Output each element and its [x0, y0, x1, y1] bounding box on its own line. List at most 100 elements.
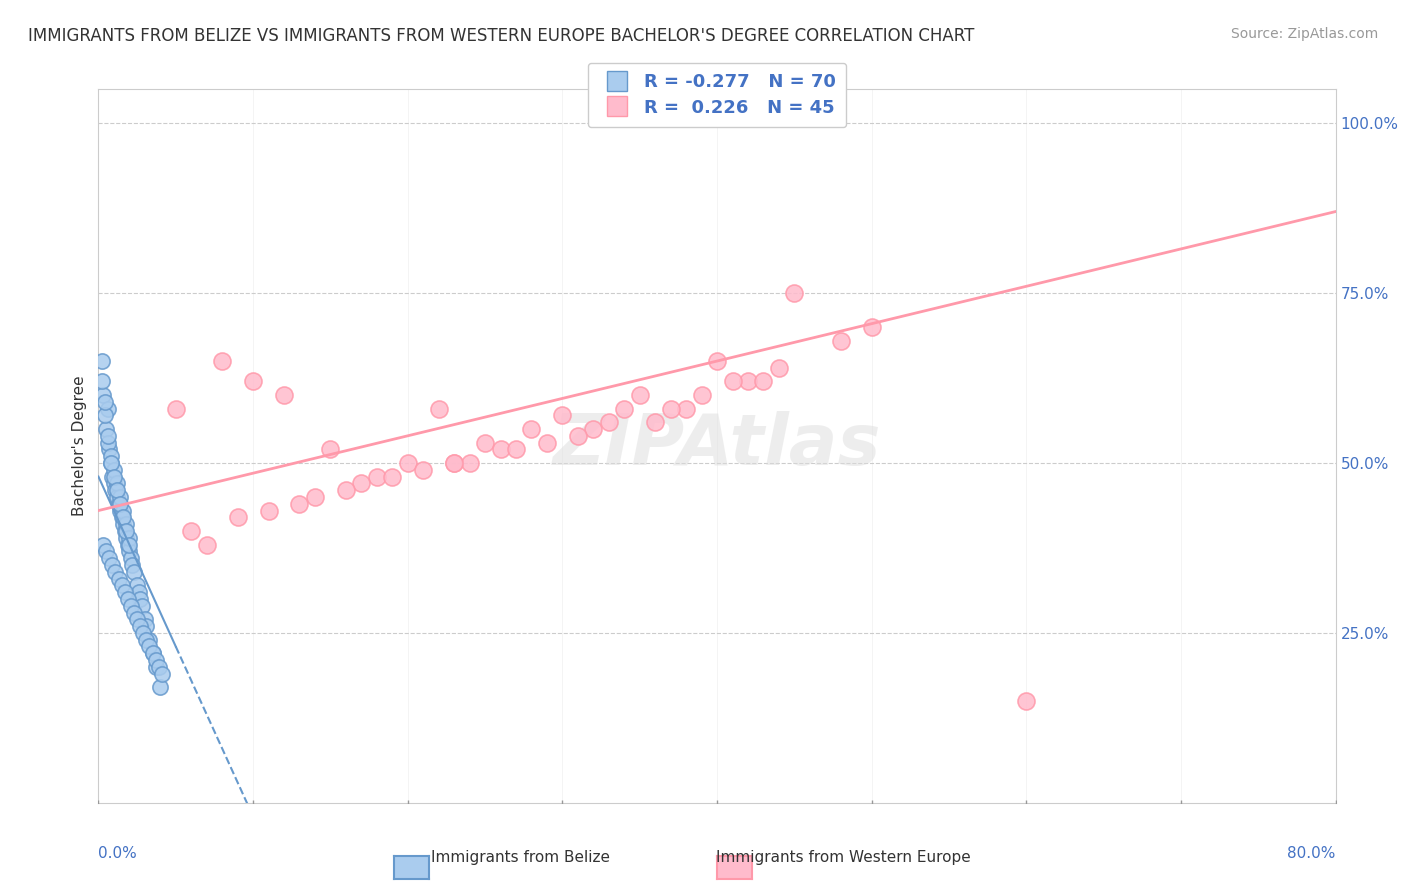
- Point: [112, 510, 135, 524]
- Point: [105, 483, 128, 498]
- Point: [100, 456, 122, 470]
- Point: [489, 442, 512, 457]
- Point: [117, 591, 139, 606]
- Point: [120, 551, 142, 566]
- Point: [582, 422, 605, 436]
- Point: [108, 497, 131, 511]
- Point: [115, 531, 138, 545]
- Text: 80.0%: 80.0%: [1288, 846, 1336, 861]
- Point: [100, 456, 122, 470]
- Point: [114, 524, 136, 538]
- Legend: R = -0.277   N = 70, R =  0.226   N = 45: R = -0.277 N = 70, R = 0.226 N = 45: [588, 62, 846, 128]
- Point: [145, 653, 167, 667]
- Text: ZIPAtlas: ZIPAtlas: [553, 411, 882, 481]
- Point: [536, 435, 558, 450]
- Point: [96, 544, 118, 558]
- Point: [107, 497, 129, 511]
- Point: [105, 490, 128, 504]
- Text: Source: ZipAtlas.com: Source: ZipAtlas.com: [1230, 27, 1378, 41]
- Point: [675, 401, 697, 416]
- Point: [335, 483, 357, 498]
- Point: [101, 469, 124, 483]
- Point: [644, 415, 666, 429]
- Point: [97, 435, 120, 450]
- Point: [104, 565, 127, 579]
- Y-axis label: Bachelor's Degree: Bachelor's Degree: [72, 376, 87, 516]
- Point: [458, 456, 481, 470]
- Point: [226, 510, 249, 524]
- Point: [112, 517, 135, 532]
- Point: [134, 612, 156, 626]
- Point: [659, 401, 682, 416]
- Point: [737, 375, 759, 389]
- Point: [721, 375, 744, 389]
- Point: [97, 429, 120, 443]
- Point: [115, 517, 138, 532]
- Point: [520, 422, 543, 436]
- Point: [103, 469, 125, 483]
- Point: [108, 490, 131, 504]
- Point: [105, 476, 128, 491]
- Point: [131, 599, 153, 613]
- Point: [103, 476, 125, 491]
- Point: [427, 401, 450, 416]
- Point: [273, 388, 295, 402]
- Point: [118, 544, 141, 558]
- Point: [138, 632, 160, 647]
- Point: [132, 626, 155, 640]
- Point: [195, 537, 218, 551]
- Point: [93, 394, 115, 409]
- Point: [366, 469, 388, 483]
- Point: [112, 503, 135, 517]
- Point: [114, 585, 136, 599]
- Point: [165, 401, 187, 416]
- Point: [860, 320, 883, 334]
- Point: [783, 286, 806, 301]
- Text: Immigrants from Western Europe: Immigrants from Western Europe: [716, 850, 972, 865]
- Point: [350, 476, 373, 491]
- Point: [138, 640, 160, 654]
- Text: IMMIGRANTS FROM BELIZE VS IMMIGRANTS FROM WESTERN EUROPE BACHELOR'S DEGREE CORRE: IMMIGRANTS FROM BELIZE VS IMMIGRANTS FRO…: [28, 27, 974, 45]
- Point: [91, 537, 114, 551]
- Point: [142, 646, 165, 660]
- Point: [122, 565, 145, 579]
- Point: [97, 401, 120, 416]
- Point: [107, 572, 129, 586]
- Point: [288, 497, 311, 511]
- Point: [396, 456, 419, 470]
- Point: [142, 646, 165, 660]
- Point: [90, 354, 112, 368]
- Point: [111, 510, 134, 524]
- Point: [381, 469, 404, 483]
- Point: [101, 558, 124, 572]
- Point: [90, 375, 112, 389]
- Point: [412, 463, 434, 477]
- Point: [98, 551, 121, 566]
- Point: [100, 449, 122, 463]
- Point: [443, 456, 465, 470]
- Point: [127, 578, 149, 592]
- Point: [91, 388, 114, 402]
- Point: [103, 463, 125, 477]
- Point: [474, 435, 496, 450]
- Point: [505, 442, 527, 457]
- Point: [768, 360, 790, 375]
- Point: [135, 619, 157, 633]
- Point: [613, 401, 636, 416]
- Point: [118, 531, 141, 545]
- Point: [567, 429, 589, 443]
- Text: 0.0%: 0.0%: [98, 846, 138, 861]
- Point: [121, 558, 143, 572]
- Point: [128, 585, 150, 599]
- Point: [706, 354, 728, 368]
- Point: [129, 619, 152, 633]
- Point: [690, 388, 713, 402]
- Point: [257, 503, 280, 517]
- Point: [111, 578, 134, 592]
- Point: [830, 334, 852, 348]
- Point: [129, 591, 152, 606]
- Point: [149, 680, 172, 694]
- Point: [118, 537, 141, 551]
- Point: [242, 375, 264, 389]
- Point: [120, 599, 142, 613]
